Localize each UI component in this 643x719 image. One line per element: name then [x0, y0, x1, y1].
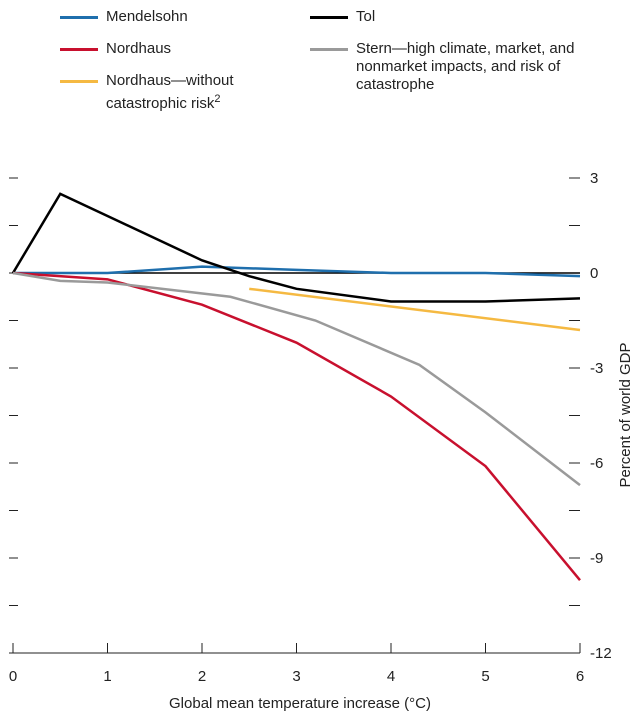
footnote-mark: 2 [214, 93, 221, 105]
legend-label: Stern—high climate, market, and nonmarke… [356, 40, 575, 93]
y-tick-label: -12 [590, 645, 612, 662]
x-tick-label: 5 [481, 668, 489, 685]
y-tick-label: -3 [590, 360, 603, 377]
legend-swatch [310, 16, 348, 19]
series-line [12, 271, 581, 581]
legend-swatch [60, 48, 98, 51]
x-tick-label: 1 [103, 668, 111, 685]
legend-text: Mendelsohn [106, 8, 188, 26]
series-line [12, 271, 581, 487]
legend-label: Nordhaus—without catastrophic risk [106, 72, 234, 112]
legend-text: Tol [356, 8, 375, 26]
y-tick-label: -6 [590, 455, 603, 472]
series-line [249, 287, 581, 332]
legend-swatch [60, 16, 98, 19]
x-tick-label: 6 [576, 668, 584, 685]
legend-item: Stern—high climate, market, and nonmarke… [310, 40, 610, 94]
legend-label: Mendelsohn [106, 8, 188, 25]
x-axis-label: Global mean temperature increase (°C) [169, 695, 431, 712]
series-line [11, 192, 581, 303]
legend-label: Tol [356, 8, 376, 25]
legend-text: Stern—high climate, market, and nonmarke… [356, 40, 610, 94]
legend: Mendelsohn Tol Nordhaus Stern—high climate,… [0, 0, 643, 130]
legend-swatch [310, 48, 348, 51]
y-tick-label: -9 [590, 550, 603, 567]
legend-text: Nordhaus [106, 40, 171, 58]
y-axis-label: Percent of world GDP [617, 342, 634, 487]
legend-item: Mendelsohn [60, 8, 280, 26]
legend-swatch [60, 80, 98, 83]
x-tick-label: 3 [292, 668, 300, 685]
legend-item: Nordhaus [60, 40, 280, 58]
legend-item: Nordhaus—without catastrophic risk2 [60, 72, 260, 113]
x-tick-label: 4 [387, 668, 395, 685]
series-line [13, 265, 581, 278]
x-tick-label: 2 [198, 668, 206, 685]
legend-item: Tol [310, 8, 610, 26]
legend-label: Nordhaus [106, 40, 172, 57]
y-tick-label: 0 [590, 265, 598, 282]
y-tick-label: 3 [590, 170, 598, 187]
legend-text: Nordhaus—without catastrophic risk2 [106, 72, 260, 113]
x-tick-label: 0 [9, 668, 17, 685]
